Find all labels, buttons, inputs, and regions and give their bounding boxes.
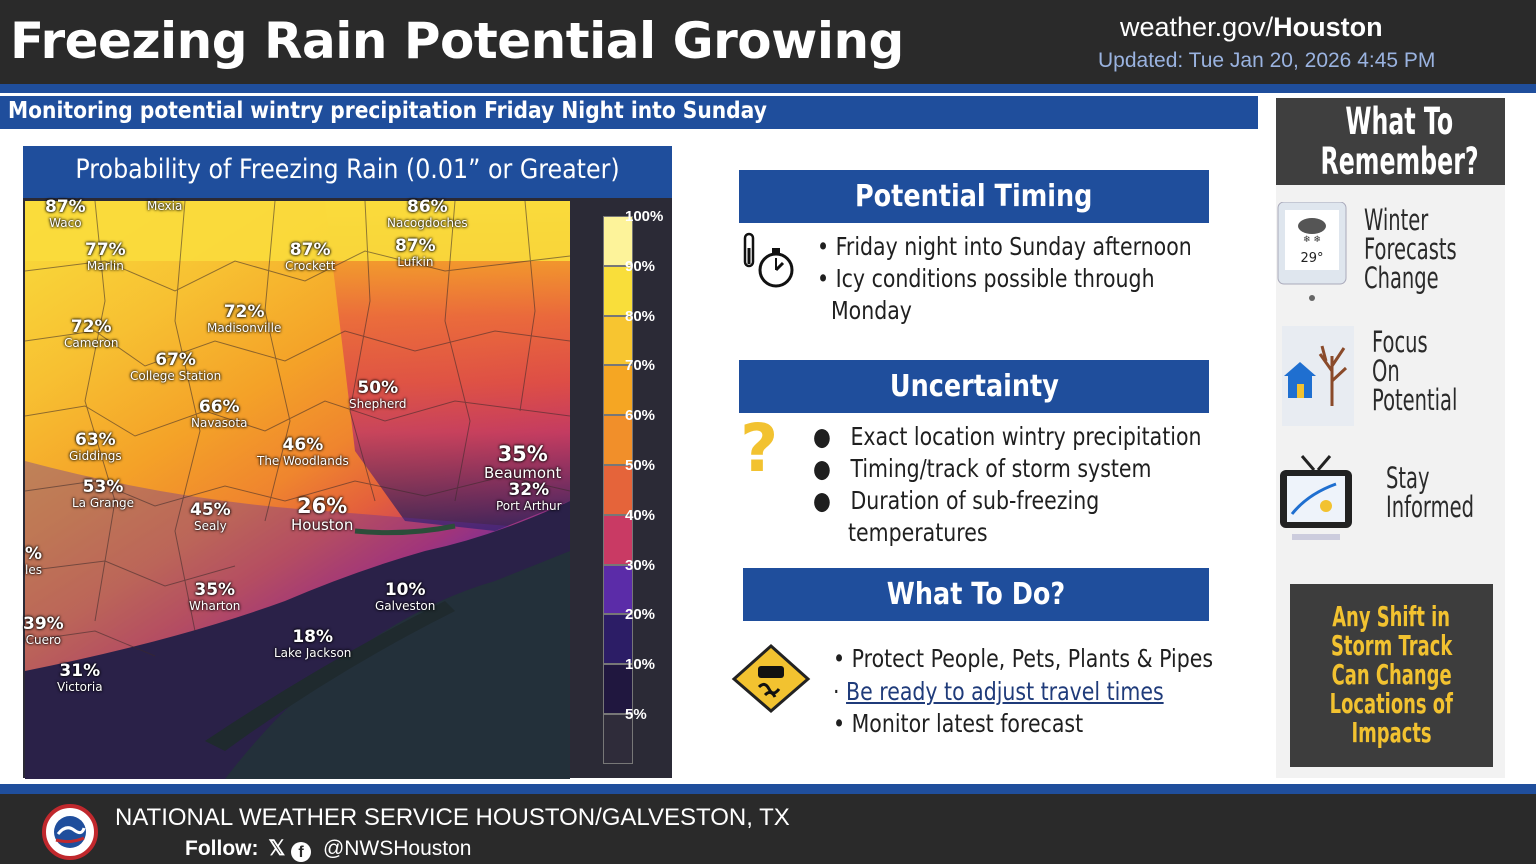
svg-text:❄ ❄: ❄ ❄: [1303, 235, 1321, 245]
city-label: 67% College Station: [130, 350, 222, 383]
uncertainty-heading-bar: Uncertainty: [739, 360, 1209, 413]
legend-label: 5%: [625, 706, 647, 723]
timing-bullet: • Icy conditions possible through: [817, 264, 1155, 293]
legend-label: 30%: [625, 556, 656, 574]
city-label: 53% La Grange: [72, 477, 135, 510]
footer-divider: [0, 784, 1536, 794]
site-office: Houston: [1273, 12, 1383, 42]
site-prefix: weather.gov/: [1120, 12, 1274, 42]
city-label: 66% Navasota: [191, 397, 248, 430]
legend-label: 20%: [625, 606, 656, 624]
legend-swatch: [603, 614, 633, 665]
subtitle: Monitoring potential wintry precipitatio…: [8, 98, 767, 124]
timer-icon: [743, 232, 794, 288]
footer-bar: NATIONAL WEATHER SERVICE HOUSTON/GALVEST…: [0, 794, 1536, 864]
nws-logo-icon: [42, 804, 98, 860]
page-title: Freezing Rain Potential Growing: [10, 12, 904, 70]
legend-swatch: [603, 714, 633, 764]
header-divider: [0, 84, 1536, 93]
city-label: 72% Madisonville: [207, 302, 282, 335]
slippery-road-sign-icon: [731, 643, 811, 713]
todo-bullet: • Protect People, Pets, Plants & Pipes: [833, 644, 1214, 673]
social-handle[interactable]: @NWSHouston: [322, 837, 472, 860]
legend-swatch: [603, 315, 633, 366]
timing-bullet-cont: Monday: [831, 296, 912, 325]
color-legend: [603, 216, 633, 764]
todo-bullet: • Monitor latest forecast: [833, 709, 1084, 738]
city-label: 63% Giddings: [69, 430, 122, 463]
city-label: 87% Waco: [45, 197, 86, 230]
updated-timestamp: Updated: Tue Jan 20, 2026 4:45 PM: [1098, 49, 1436, 72]
city-label: 31% Victoria: [57, 661, 103, 694]
city-label: 39% Cuero: [23, 614, 64, 647]
city-label: 87% Crockett: [285, 240, 336, 273]
legend-label: 70%: [625, 357, 656, 375]
house-tree-icon: [1282, 326, 1354, 426]
city-label: 45% Sealy: [190, 500, 231, 533]
timing-bullet: • Friday night into Sunday afternoon: [817, 232, 1192, 261]
weather-tablet-icon: ❄ ❄ 29°: [1277, 202, 1347, 301]
uncertainty-bullet: ● Exact location wintry precipitation: [813, 422, 1202, 451]
city-label: 18% Lake Jackson: [274, 627, 352, 660]
city-label: 35% Wharton: [189, 580, 241, 613]
legend-label: 100%: [625, 208, 664, 225]
television-icon: [1280, 455, 1352, 540]
todo-bullet-link[interactable]: · Be ready to adjust travel times: [833, 677, 1164, 706]
social-follow: Follow: 𝕏 f @NWSHouston: [185, 836, 471, 862]
map-title: Probability of Freezing Rain (0.01” or G…: [75, 154, 620, 185]
side-item-stay-informed: Stay Informed: [1386, 461, 1474, 524]
follow-label: Follow:: [185, 837, 259, 860]
legend-swatch: [603, 465, 633, 515]
uncertainty-bullet: ● Duration of sub-freezing: [813, 486, 1100, 515]
office-name: NATIONAL WEATHER SERVICE HOUSTON/GALVEST…: [115, 804, 790, 831]
todo-heading-bar: What To Do?: [743, 568, 1209, 621]
uncertainty-bullet: ● Timing/track of storm system: [813, 454, 1152, 483]
x-icon[interactable]: 𝕏: [268, 837, 286, 860]
legend-swatch: [603, 664, 633, 714]
city-label: % les: [25, 544, 43, 577]
city-label: 50% Shepherd: [349, 378, 407, 411]
todo-heading: What To Do?: [886, 577, 1066, 612]
legend-swatch: [603, 365, 633, 416]
facebook-icon[interactable]: f: [291, 842, 312, 862]
city-label: 86% Nacogdoches: [387, 197, 468, 230]
legend-label: 10%: [625, 656, 656, 674]
question-icon: ?: [740, 410, 779, 487]
city-label: 46% The Woodlands: [257, 435, 349, 468]
city-label: 77% Marlin: [85, 240, 126, 273]
tablet-temperature: 29°: [1300, 251, 1323, 266]
legend-label: 80%: [625, 307, 656, 325]
header-bar: Freezing Rain Potential Growing weather.…: [0, 0, 1536, 84]
what-to-remember-panel: What To Remember? ❄ ❄ 29° Winter Forecasts…: [1276, 98, 1505, 778]
city-label: 87% Lufkin: [395, 236, 436, 269]
freezing-rain-map: Probability of Freezing Rain (0.01” or G…: [23, 146, 672, 779]
city-label: 10% Galveston: [375, 580, 436, 613]
legend-swatch: [603, 415, 633, 465]
legend-label: 40%: [625, 506, 656, 524]
legend-label: 90%: [625, 257, 656, 275]
map-title-bar: Probability of Freezing Rain (0.01” or G…: [23, 146, 672, 198]
legend-swatch: [603, 514, 633, 565]
city-label: 35% Beaumont: [484, 442, 562, 482]
city-label: Mexia: [147, 199, 183, 213]
timing-heading: Potential Timing: [855, 179, 1093, 214]
legend-swatch: [603, 564, 633, 615]
legend-swatch: [603, 265, 633, 316]
legend-label: 60%: [625, 407, 656, 425]
side-heading: What To Remember?: [1276, 98, 1505, 185]
city-label: 72% Cameron: [64, 317, 119, 350]
uncertainty-heading: Uncertainty: [889, 369, 1059, 404]
probability-map-image: [25, 201, 570, 779]
storm-track-warning-box: Any Shift in Storm Track Can Change Locatio…: [1290, 584, 1493, 767]
subtitle-bar: Monitoring potential wintry precipitatio…: [0, 96, 1258, 129]
side-item-winter-forecasts: Winter Forecasts Change: [1364, 203, 1457, 295]
city-label: 26% Houston: [291, 494, 354, 534]
timing-heading-bar: Potential Timing: [739, 170, 1209, 223]
uncertainty-bullet-cont: temperatures: [848, 518, 988, 547]
legend-label: 50%: [625, 457, 656, 474]
side-item-focus-potential: Focus On Potential: [1372, 325, 1458, 417]
legend-swatch: [603, 216, 633, 266]
website-link[interactable]: weather.gov/Houston: [1120, 12, 1383, 43]
city-label: 32% Port Arthur: [496, 480, 562, 513]
